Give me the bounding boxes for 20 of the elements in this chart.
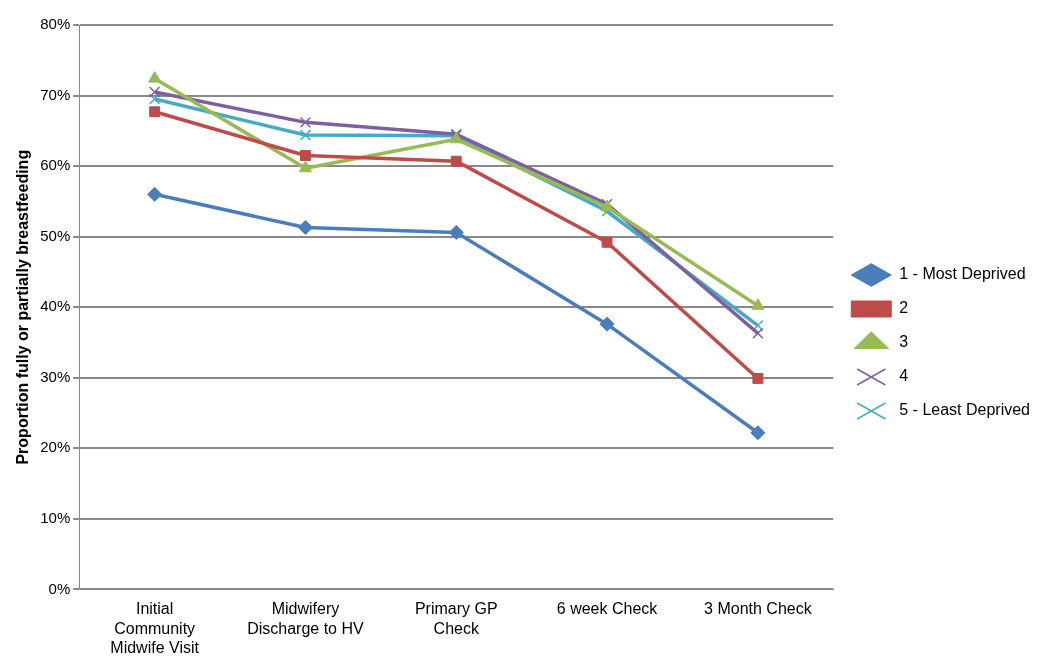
- y-tick-label: 30%: [40, 367, 71, 385]
- y-tick-label: 20%: [40, 438, 71, 456]
- y-tick-label: 10%: [40, 508, 71, 526]
- x-tick-label: 3 Month Check: [704, 600, 813, 618]
- y-tick-label: 60%: [40, 156, 71, 174]
- legend-label: 3: [899, 333, 909, 351]
- y-tick-label: 70%: [40, 85, 71, 103]
- legend-label: 5 - Least Deprived: [899, 401, 1030, 419]
- x-tick-label: Midwifery Discharge to HV: [247, 600, 365, 637]
- x-tick-label: Initial Community Midwife Visit: [110, 600, 200, 656]
- y-tick-label: 40%: [40, 297, 71, 315]
- x-tick-label: 6 week Check: [556, 600, 659, 618]
- y-tick-label: 80%: [40, 15, 71, 33]
- legend-label: 4: [899, 367, 909, 385]
- legend-label: 2: [899, 299, 909, 317]
- legend-label: 1 - Most Deprived: [899, 265, 1026, 283]
- y-tick-label: 0%: [48, 579, 71, 597]
- x-tick-label: Primary GP Check: [414, 600, 498, 637]
- y-axis-title: Proportion fully or partially breastfeeding: [14, 149, 32, 465]
- y-tick-label: 50%: [40, 226, 71, 244]
